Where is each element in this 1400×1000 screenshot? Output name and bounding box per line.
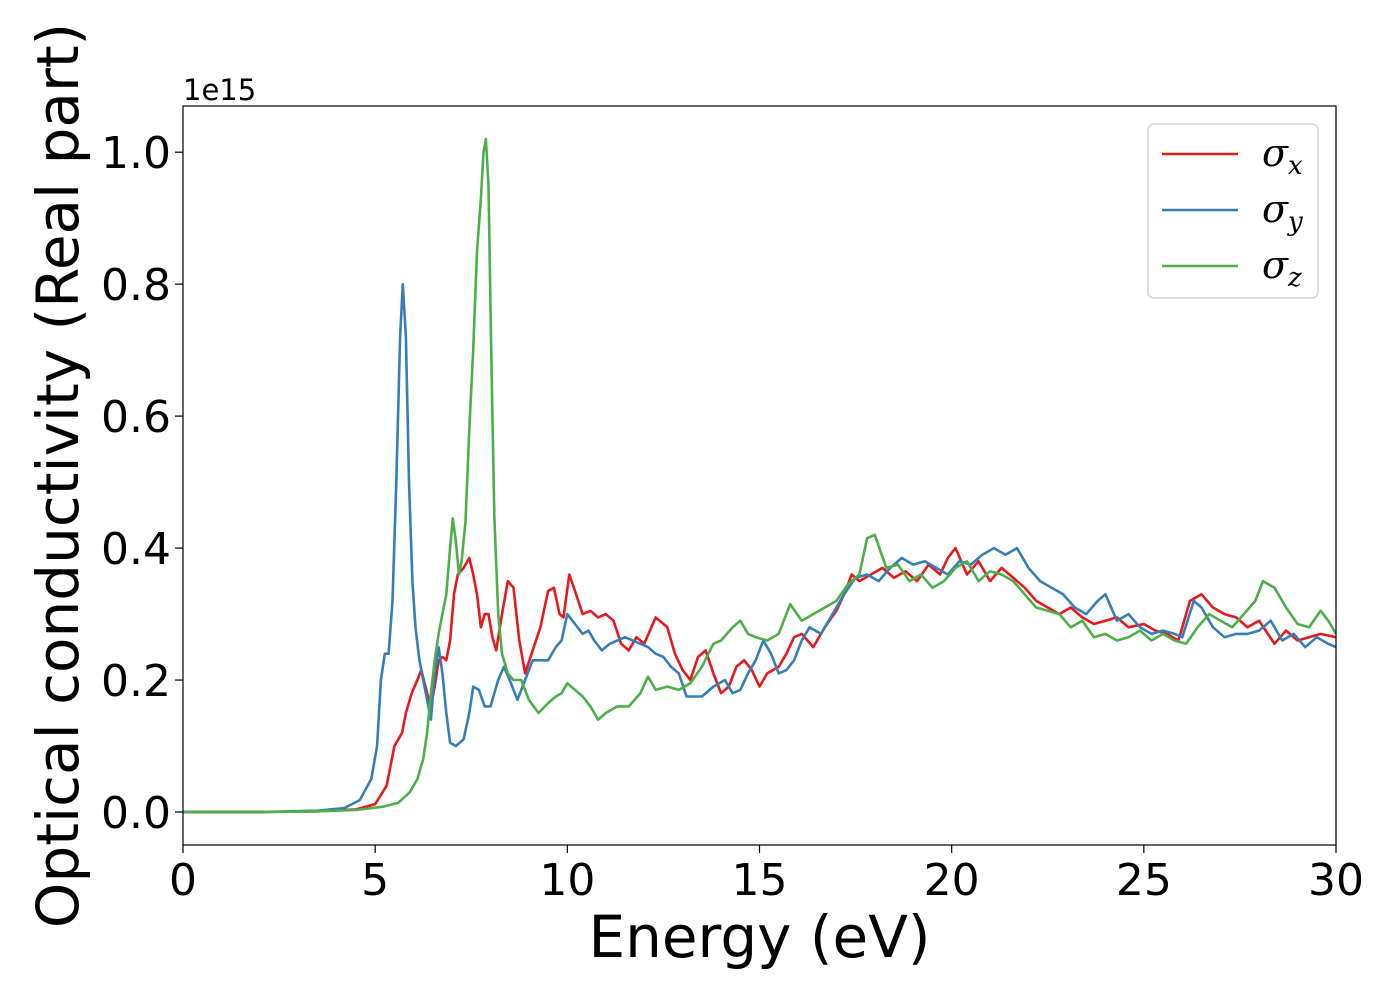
x-axis-title: Energy (eV) <box>588 903 930 971</box>
series-line-sigma-z <box>183 137 1336 814</box>
x-tick-label: 20 <box>924 855 980 906</box>
y-tick-label: 0.8 <box>101 260 171 311</box>
legend: σx σy σz <box>1147 123 1319 299</box>
series-layer <box>183 137 1336 814</box>
legend-label-sigma-z: σz <box>1262 243 1302 293</box>
x-tick-label: 30 <box>1308 855 1364 906</box>
y-axis: 0.0 0.2 0.4 0.6 0.8 1.0 <box>101 128 183 839</box>
y-tick-label: 0.0 <box>101 788 171 839</box>
x-tick-label: 5 <box>361 855 389 906</box>
legend-label-sigma-x: σx <box>1262 131 1303 181</box>
x-tick-label: 15 <box>732 855 788 906</box>
x-tick-label: 10 <box>539 855 595 906</box>
x-tick-label: 25 <box>1116 855 1172 906</box>
x-axis: 0 5 10 15 20 25 30 <box>169 845 1364 906</box>
series-line-sigma-x <box>183 546 1336 814</box>
y-tick-label: 1.0 <box>101 128 171 179</box>
y-tick-label: 0.2 <box>101 656 171 707</box>
y-offset-label: 1e15 <box>183 73 256 107</box>
x-tick-label: 0 <box>169 855 197 906</box>
y-tick-label: 0.4 <box>101 524 171 575</box>
y-tick-label: 0.6 <box>101 392 171 443</box>
legend-label-sigma-y: σy <box>1262 187 1303 237</box>
y-axis-title: Optical conductivity (Real part) <box>24 23 92 928</box>
